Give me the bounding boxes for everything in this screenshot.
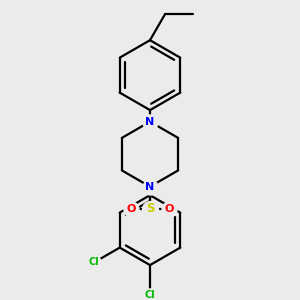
Text: N: N xyxy=(146,117,154,127)
Text: S: S xyxy=(146,202,154,215)
Text: N: N xyxy=(146,182,154,192)
Text: O: O xyxy=(164,203,173,214)
Text: Cl: Cl xyxy=(145,290,155,300)
Text: O: O xyxy=(127,203,136,214)
Text: Cl: Cl xyxy=(88,257,99,268)
